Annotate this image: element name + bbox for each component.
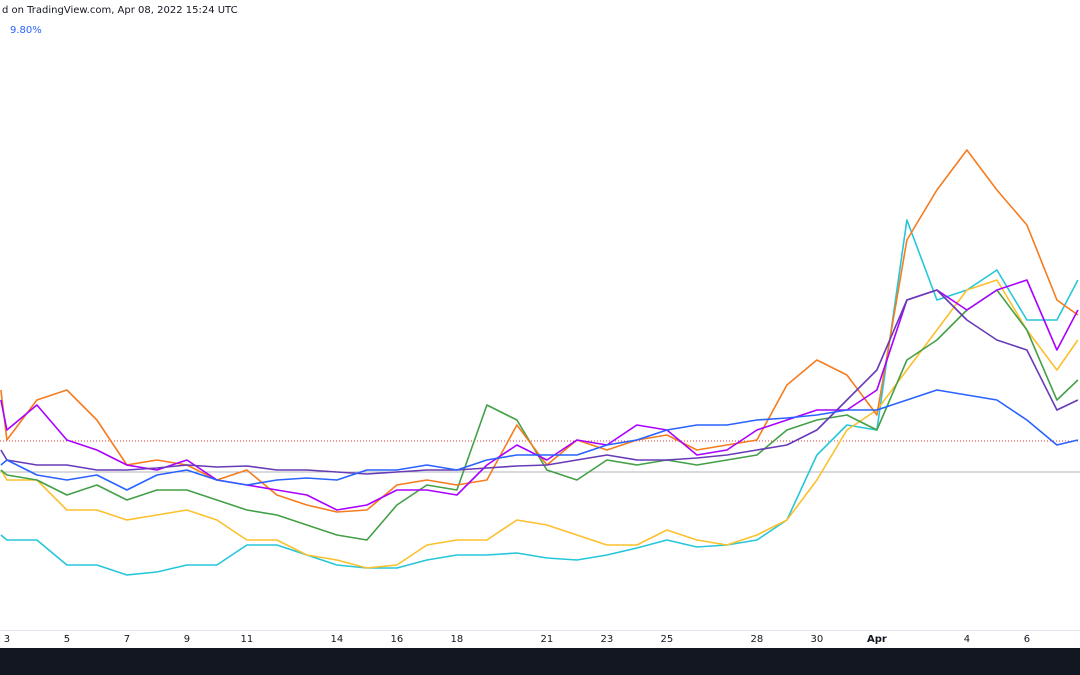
x-tick-label: 18 (451, 634, 464, 645)
series-line (0, 289, 1079, 475)
x-tick-label: 14 (331, 634, 344, 645)
x-tick-label: 9 (184, 634, 190, 645)
x-tick-label: 25 (661, 634, 674, 645)
series-line (0, 389, 1079, 491)
footer-bar (0, 648, 1080, 675)
series-line (0, 219, 1079, 576)
chart-title: d on TradingView.com, Apr 08, 2022 15:24… (2, 5, 238, 16)
x-tick-label: 30 (811, 634, 824, 645)
chart-background (0, 0, 1080, 648)
x-tick-label: 28 (751, 634, 764, 645)
x-tick-label: 11 (241, 634, 254, 645)
x-tick-label: 23 (601, 634, 614, 645)
plot-area (0, 149, 1080, 576)
series-line (0, 279, 1079, 511)
x-axis: 3 5 7 9 11 14 16 18 21 23 25 28 30 Apr 4 6 (4, 634, 1030, 645)
x-tick-label: 21 (541, 634, 554, 645)
legend-value: 9.80% (10, 25, 42, 36)
series-line (0, 279, 1079, 569)
x-tick-label: 5 (64, 634, 70, 645)
x-tick-label: 4 (964, 634, 970, 645)
x-tick-label: 3 (4, 634, 10, 645)
series-line (0, 149, 1079, 513)
x-tick-label: 7 (124, 634, 130, 645)
x-tick-label: Apr (867, 634, 887, 645)
x-tick-label: 6 (1024, 634, 1030, 645)
x-tick-label: 16 (391, 634, 404, 645)
